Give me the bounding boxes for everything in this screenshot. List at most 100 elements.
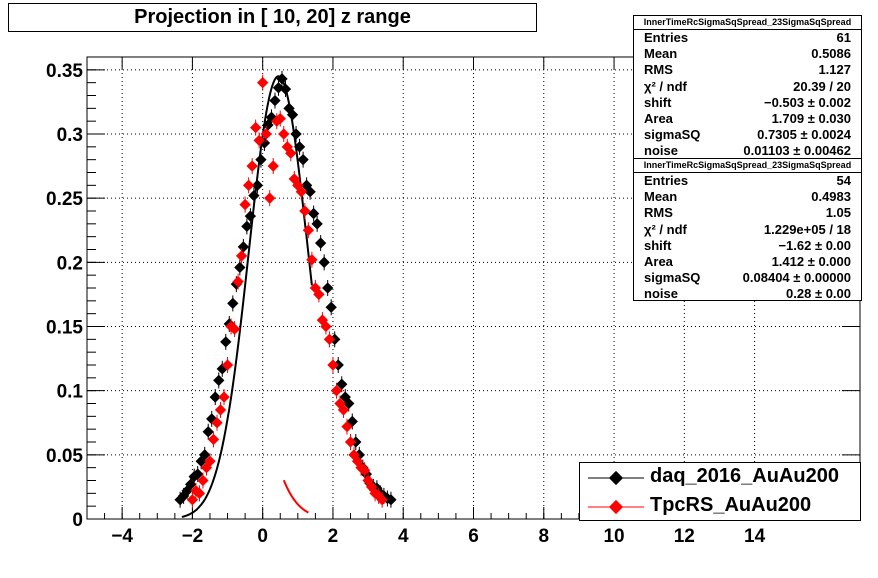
data-point-daq	[202, 426, 214, 438]
y-tick-label: 0.1	[57, 382, 84, 403]
data-point-daq	[297, 154, 309, 166]
data-point-tpcrs	[246, 160, 258, 172]
x-tick-label: −4	[111, 526, 133, 547]
data-point-tpcrs	[330, 385, 343, 397]
y-tick-label: 0.2	[57, 253, 83, 274]
stats-box-daq: InnerTimeRcSigmaSqSpread_23SigmaSqSpread…	[633, 15, 862, 160]
data-point-tpcrs	[228, 323, 241, 335]
x-tick-label: 2	[328, 526, 339, 547]
x-tick-label: 8	[538, 526, 549, 547]
data-point-tpcrs	[211, 417, 223, 429]
data-point-daq	[304, 186, 316, 198]
data-point-daq	[234, 261, 246, 274]
stats-row: Mean 0.4983	[644, 189, 851, 205]
data-point-daq	[213, 374, 225, 387]
stats-row: Entries 54	[644, 173, 851, 188]
chart-title: Projection in [ 10, 20] z range	[8, 3, 537, 32]
legend: daq_2016_AuAu200 TpcRS_AuAu200	[579, 462, 861, 521]
y-tick-label: 0	[72, 510, 83, 531]
data-point-tpcrs	[207, 433, 220, 446]
data-point-tpcrs	[218, 391, 230, 403]
data-point-tpcrs	[267, 160, 279, 172]
x-tick-label: 14	[744, 526, 766, 547]
data-point-tpcrs	[323, 333, 336, 345]
stats-row: Entries 61	[644, 30, 851, 45]
legend-marker-daq	[588, 470, 644, 486]
y-tick-label: 0.05	[46, 446, 83, 467]
data-point-tpcrs	[232, 275, 244, 288]
data-point-daq	[220, 336, 232, 348]
legend-label-daq: daq_2016_AuAu200	[650, 465, 839, 487]
stats-row: RMS 1.127	[644, 62, 851, 78]
data-point-tpcrs	[302, 224, 315, 236]
stats-row: Mean 0.5086	[644, 46, 851, 62]
data-point-daq	[336, 378, 348, 390]
data-point-tpcrs	[186, 494, 199, 506]
legend-marker-tpcrs	[588, 499, 644, 515]
data-point-tpcrs	[253, 134, 265, 147]
data-point-tpcrs	[327, 359, 339, 371]
y-tick-label: 0.35	[46, 61, 83, 82]
fit-curve	[282, 479, 309, 514]
stats-row: Area 1.709 ± 0.030	[644, 110, 851, 126]
data-point-tpcrs	[285, 147, 297, 159]
data-point-tpcrs	[278, 128, 290, 140]
legend-item-tpcrs: TpcRS_AuAu200	[580, 492, 860, 520]
x-tick-label: 4	[398, 526, 409, 547]
x-tick-label: 12	[674, 526, 695, 547]
data-point-tpcrs	[295, 186, 307, 198]
x-tick-label: 6	[468, 526, 479, 547]
data-point-tpcrs	[344, 436, 357, 448]
data-point-daq	[343, 397, 355, 410]
data-point-tpcrs	[260, 128, 272, 140]
data-point-tpcrs	[313, 288, 325, 301]
stats-row: noise 0.28 ± 0.00	[644, 286, 851, 302]
data-point-daq	[318, 256, 330, 268]
stats-row: sigmaSQ 0.7305 ± 0.0024	[644, 127, 851, 143]
legend-item-daq: daq_2016_AuAu200	[580, 463, 860, 491]
data-point-tpcrs	[341, 420, 353, 433]
data-point-tpcrs	[239, 198, 251, 211]
data-point-tpcrs	[221, 359, 234, 371]
data-point-daq	[311, 218, 323, 230]
stats-row: shift −0.503 ± 0.002	[644, 94, 851, 110]
data-point-daq	[293, 141, 306, 153]
data-point-daq	[227, 297, 239, 310]
data-point-daq	[385, 494, 397, 506]
data-point-tpcrs	[376, 494, 388, 506]
data-point-daq	[322, 282, 334, 294]
data-point-tpcrs	[214, 404, 227, 416]
x-tick-label: 0	[257, 526, 268, 547]
data-point-daq	[248, 189, 260, 202]
data-point-tpcrs	[264, 192, 276, 204]
data-point-daq	[199, 449, 211, 461]
stats-row: χ² / ndf 1.229e+05 / 18	[644, 221, 851, 237]
data-point-tpcrs	[358, 464, 371, 476]
data-point-daq	[237, 241, 250, 253]
data-point-daq	[325, 301, 337, 313]
data-point-tpcrs	[193, 487, 206, 499]
x-tick-label: 10	[603, 526, 624, 547]
stats-box-name: InnerTimeRcSigmaSqSpread_23SigmaSqSpread	[634, 159, 861, 173]
data-point-daq	[314, 237, 327, 249]
data-point-daq	[255, 154, 267, 166]
legend-label-tpcrs: TpcRS_AuAu200	[650, 494, 812, 516]
y-tick-label: 0.25	[46, 189, 83, 210]
data-point-daq	[209, 391, 221, 403]
data-point-tpcrs	[306, 254, 318, 266]
data-point-tpcrs	[337, 404, 350, 416]
data-point-daq	[307, 207, 320, 220]
stats-row: RMS 1.05	[644, 205, 851, 221]
stats-row: shift −1.62 ± 0.00	[644, 237, 851, 253]
data-point-daq	[290, 128, 302, 140]
stats-row: χ² / ndf 20.39 / 20	[644, 78, 851, 94]
x-tick-label: −2	[182, 526, 204, 547]
y-tick-label: 0.15	[46, 318, 83, 339]
stats-row: noise 0.01103 ± 0.00462	[644, 143, 851, 159]
data-point-tpcrs	[235, 250, 248, 262]
data-point-tpcrs	[197, 474, 209, 487]
data-point-tpcrs	[320, 320, 332, 333]
data-point-tpcrs	[204, 455, 216, 467]
y-tick-label: 0.3	[57, 125, 83, 146]
stats-row: Area 1.412 ± 0.000	[644, 253, 851, 269]
